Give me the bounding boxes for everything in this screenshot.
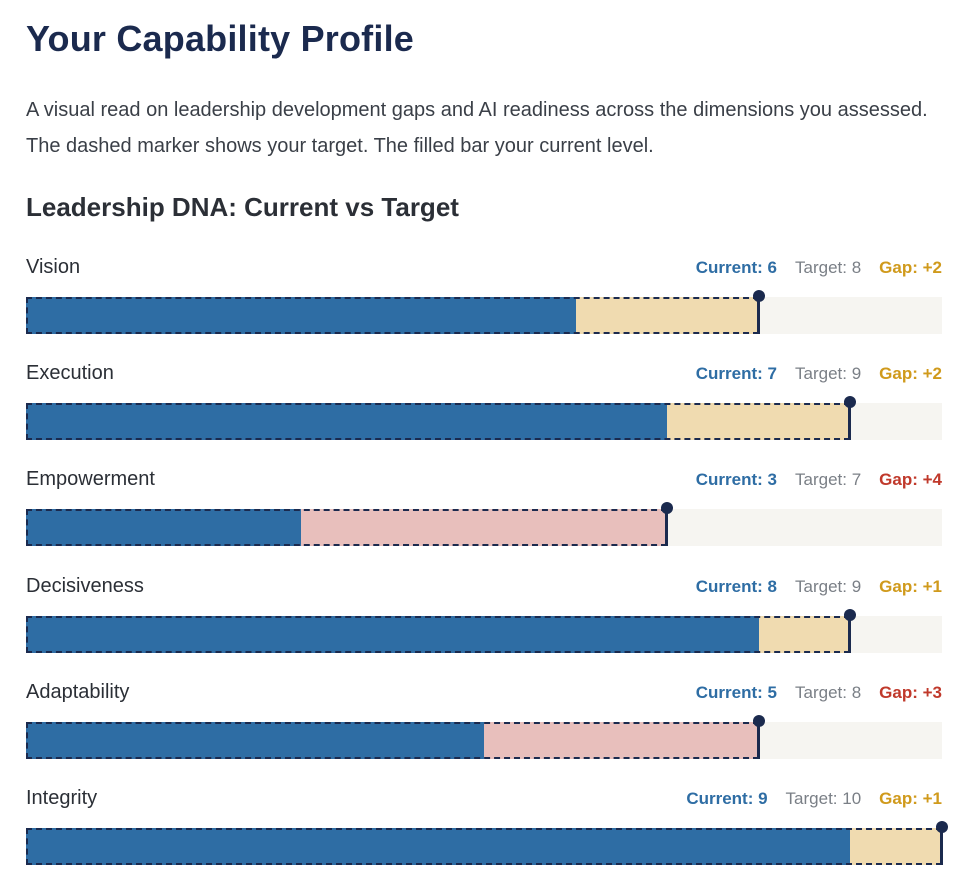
- bar-track: [26, 820, 948, 865]
- target-value-label: Target: 8: [795, 682, 862, 702]
- bar-track: [26, 502, 942, 547]
- target-value-label: Target: 7: [795, 470, 862, 490]
- target-marker-line: [665, 509, 668, 547]
- row-stats: Current: 3 Target: 7 Gap: +4: [696, 470, 942, 490]
- current-bar: [26, 721, 484, 759]
- chart-row-vision: Vision Current: 6 Target: 8 Gap: +2: [26, 252, 942, 358]
- row-stats: Current: 6 Target: 8 Gap: +2: [696, 258, 942, 278]
- target-marker-line: [757, 721, 760, 759]
- target-value-label: Target: 9: [795, 364, 862, 384]
- target-outline: [26, 615, 850, 653]
- row-label: Decisiveness: [26, 574, 144, 597]
- target-outline: [26, 509, 667, 547]
- gap-bar: [667, 403, 850, 441]
- target-marker-dot-icon: [753, 714, 765, 727]
- chart-row-adaptability: Adaptability Current: 5 Target: 8 Gap: +3: [26, 677, 942, 783]
- target-outline: [26, 297, 759, 334]
- current-bar: [26, 297, 576, 334]
- current-value-label: Current: 8: [695, 576, 777, 596]
- current-value-label: Current: 5: [695, 682, 777, 702]
- target-outline: [26, 403, 850, 441]
- target-marker-dot-icon: [661, 502, 673, 515]
- target-marker-dot-icon: [753, 290, 765, 302]
- gap-bar: [850, 827, 942, 865]
- page-intro: A visual read on leadership development …: [26, 99, 928, 157]
- row-stats: Current: 9 Target: 10 Gap: +1: [686, 789, 942, 809]
- gap-bar: [576, 297, 759, 334]
- target-value-label: Target: 8: [795, 258, 862, 277]
- leadership-dna-chart: Vision Current: 6 Target: 8 Gap: +2 Executio…: [26, 252, 948, 889]
- current-bar: [26, 509, 301, 547]
- gap-value-label: Gap: +1: [879, 576, 942, 596]
- chart-row-integrity: Integrity Current: 9 Target: 10 Gap: +1: [26, 783, 948, 889]
- gap-value-label: Gap: +1: [879, 788, 942, 808]
- row-label: Empowerment: [26, 468, 155, 491]
- target-marker-line: [940, 827, 943, 865]
- row-label: Execution: [26, 362, 114, 385]
- current-bar: [26, 615, 759, 653]
- chart-row-execution: Execution Current: 7 Target: 9 Gap: +2: [26, 358, 942, 464]
- page-title: Your Capability Profile: [26, 18, 414, 59]
- gap-value-label: Gap: +3: [879, 682, 942, 702]
- row-stats: Current: 8 Target: 9 Gap: +1: [696, 577, 942, 597]
- target-marker-dot-icon: [844, 396, 856, 409]
- current-value-label: Current: 7: [695, 364, 777, 384]
- target-marker-dot-icon: [936, 820, 948, 833]
- target-marker-line: [848, 615, 851, 653]
- chart-row-empowerment: Empowerment Current: 3 Target: 7 Gap: +4: [26, 464, 942, 570]
- row-stats: Current: 7 Target: 9 Gap: +2: [696, 364, 942, 384]
- target-value-label: Target: 9: [795, 576, 862, 596]
- gap-value-label: Gap: +2: [879, 364, 942, 384]
- bar-track: [26, 608, 942, 653]
- gap-bar: [759, 615, 850, 653]
- bar-track: [26, 714, 942, 759]
- current-bar: [26, 403, 667, 441]
- target-marker-line: [848, 403, 851, 441]
- gap-bar: [484, 721, 759, 759]
- gap-value-label: Gap: +4: [879, 470, 942, 490]
- chart-row-decisiveness: Decisiveness Current: 8 Target: 9 Gap: +1: [26, 571, 942, 677]
- row-label: Adaptability: [26, 680, 130, 703]
- current-value-label: Current: 3: [695, 470, 777, 490]
- target-marker-dot-icon: [844, 608, 856, 621]
- target-outline: [26, 721, 759, 759]
- gap-bar: [301, 509, 667, 547]
- row-label: Vision: [26, 256, 81, 278]
- current-bar: [26, 827, 850, 865]
- target-outline: [26, 827, 942, 865]
- current-value-label: Current: 9: [686, 788, 768, 808]
- row-label: Integrity: [26, 786, 98, 809]
- current-value-label: Current: 6: [695, 258, 777, 277]
- bar-track: [26, 290, 942, 334]
- row-stats: Current: 5 Target: 8 Gap: +3: [696, 683, 942, 703]
- target-value-label: Target: 10: [785, 788, 862, 808]
- chart-title: Leadership DNA: Current vs Target: [26, 192, 459, 222]
- gap-value-label: Gap: +2: [879, 258, 942, 277]
- target-marker-line: [757, 297, 760, 334]
- bar-track: [26, 396, 942, 441]
